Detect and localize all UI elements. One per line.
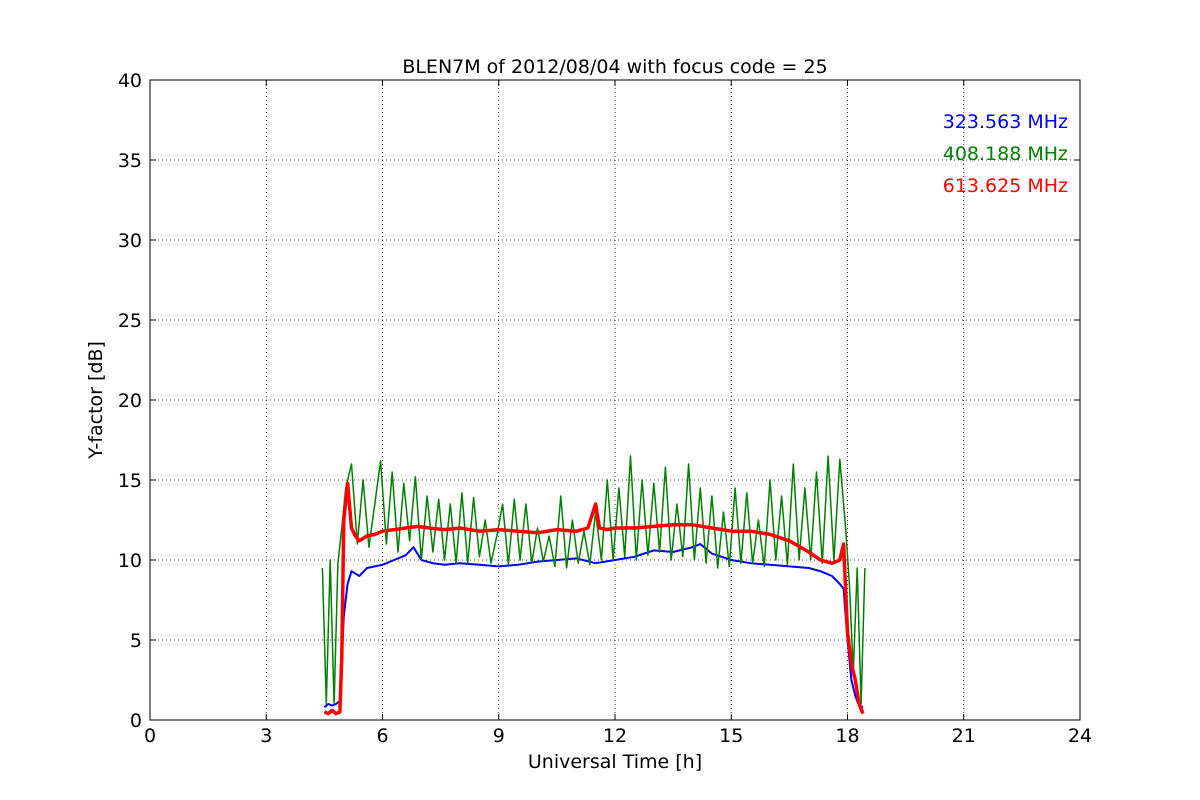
legend-entry-2: 408.188 MHz [943, 143, 1068, 165]
chart-title: BLEN7M of 2012/08/04 with focus code = 2… [402, 56, 827, 78]
series-line-2 [321, 455, 866, 705]
y-tick-label: 40 [118, 70, 142, 92]
series-lines [321, 455, 866, 716]
y-tick-label: 0 [130, 710, 142, 732]
x-axis-label: Universal Time [h] [528, 751, 702, 773]
x-tick-label: 18 [835, 725, 859, 747]
legend: 323.563 MHz 408.188 MHz 613.625 MHz [943, 111, 1068, 197]
series-line-3 [323, 481, 865, 716]
y-tick-label: 5 [130, 630, 142, 652]
x-tick-label: 9 [493, 725, 505, 747]
legend-entry-3: 613.625 MHz [943, 175, 1068, 197]
x-tick-label: 6 [376, 725, 388, 747]
y-tick-label: 25 [118, 310, 142, 332]
legend-entry-1: 323.563 MHz [943, 111, 1068, 133]
y-tick-label: 30 [118, 230, 142, 252]
axis-ticks: 0 3 6 9 12 15 18 21 24 0 5 10 15 20 25 30 35 40 [118, 70, 1092, 747]
x-tick-label: 3 [260, 725, 272, 747]
y-tick-label: 35 [118, 150, 142, 172]
y-axis-label: Y-factor [dB] [85, 341, 107, 460]
x-tick-label: 24 [1068, 725, 1092, 747]
y-tick-label: 10 [118, 550, 142, 572]
y-tick-label: 15 [118, 470, 142, 492]
y-tick-label: 20 [118, 390, 142, 412]
x-tick-label: 21 [952, 725, 976, 747]
x-tick-label: 0 [144, 725, 156, 747]
x-tick-label: 15 [719, 725, 743, 747]
x-tick-label: 12 [603, 725, 627, 747]
series-line-1 [323, 543, 864, 709]
